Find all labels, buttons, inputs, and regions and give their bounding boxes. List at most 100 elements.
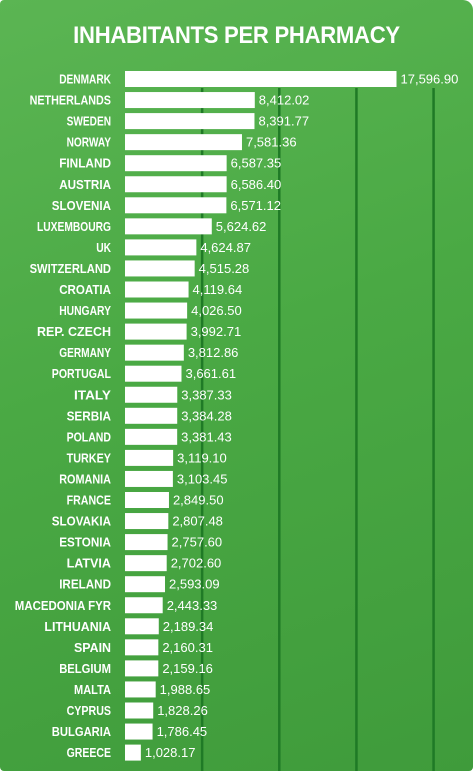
value-label: 17,596.90 bbox=[401, 72, 459, 87]
value-label: 2,189.34 bbox=[163, 619, 214, 634]
bar-ireland bbox=[125, 576, 166, 593]
value-label: 8,412.02 bbox=[259, 93, 310, 108]
category-label: ROMANIA bbox=[59, 471, 111, 486]
value-label: 6,571.12 bbox=[230, 198, 281, 213]
bar-denmark bbox=[125, 71, 397, 87]
chart-title: INHABITANTS PER PHARMACY bbox=[73, 22, 400, 49]
value-label: 6,586.40 bbox=[231, 177, 282, 192]
bar-malta bbox=[125, 681, 156, 698]
value-label: 8,391.77 bbox=[258, 114, 309, 129]
value-label: 3,384.28 bbox=[181, 408, 232, 423]
bar-spain bbox=[125, 639, 159, 656]
category-label: GREECE bbox=[67, 745, 112, 760]
category-label: SLOVAKIA bbox=[52, 514, 112, 529]
category-label: DENMARK bbox=[59, 72, 111, 87]
category-label: LUXEMBOURG bbox=[37, 219, 111, 234]
value-label: 2,702.60 bbox=[171, 556, 222, 571]
bar-bulgaria bbox=[125, 723, 153, 740]
value-labels: 17,596.90 8,412.02 8,391.77 7,581.36 6,587.3… bbox=[145, 72, 458, 761]
category-label: LATVIA bbox=[67, 556, 112, 571]
category-label: BELGIUM bbox=[59, 661, 111, 676]
value-label: 5,624.62 bbox=[216, 219, 267, 234]
value-label: 4,515.28 bbox=[199, 261, 250, 276]
bar-sweden bbox=[125, 113, 255, 130]
bar-slovakia bbox=[125, 513, 169, 530]
value-label: 4,624.87 bbox=[200, 240, 251, 255]
category-label: TURKEY bbox=[67, 450, 112, 465]
value-label: 3,387.33 bbox=[181, 387, 232, 402]
bar-croatia bbox=[125, 281, 189, 298]
category-label: AUSTRIA bbox=[59, 177, 111, 192]
value-label: 4,026.50 bbox=[191, 303, 242, 318]
bar-finland bbox=[125, 155, 227, 172]
category-label: REP. CZECH bbox=[37, 324, 111, 339]
bar-poland bbox=[125, 428, 178, 445]
value-label: 2,849.50 bbox=[173, 493, 224, 508]
category-label: SERBIA bbox=[67, 408, 112, 423]
value-label: 3,381.43 bbox=[181, 429, 232, 444]
value-label: 2,160.31 bbox=[162, 640, 213, 655]
category-label: GERMANY bbox=[59, 345, 111, 360]
value-label: 2,807.48 bbox=[172, 514, 223, 529]
value-label: 2,593.09 bbox=[169, 577, 220, 592]
bar-austria bbox=[125, 176, 227, 193]
bar-turkey bbox=[125, 449, 174, 466]
category-label: NETHERLANDS bbox=[30, 93, 112, 108]
bar-france bbox=[125, 492, 169, 508]
bar-portugal bbox=[125, 365, 182, 382]
category-label: CROATIA bbox=[59, 282, 111, 297]
value-label: 3,992.71 bbox=[191, 324, 242, 339]
category-label: MALTA bbox=[74, 682, 112, 697]
bar-slovenia bbox=[125, 197, 227, 214]
bar-uk bbox=[125, 239, 197, 256]
category-label: HUNGARY bbox=[59, 303, 111, 318]
category-label: SWITZERLAND bbox=[30, 261, 111, 276]
category-label: MACEDONIA FYR bbox=[15, 598, 112, 613]
value-label: 2,443.33 bbox=[167, 598, 218, 613]
bar-macedonia-fyr bbox=[125, 597, 163, 614]
value-label: 1,786.45 bbox=[157, 724, 208, 739]
bar-luxembourg bbox=[125, 218, 212, 235]
category-label: CYPRUS bbox=[67, 703, 112, 718]
category-label: FRANCE bbox=[67, 493, 112, 508]
category-label: LITHUANIA bbox=[44, 619, 111, 634]
category-label: PORTUGAL bbox=[52, 366, 111, 381]
bar-rep-czech bbox=[125, 323, 187, 340]
bar-cyprus bbox=[125, 702, 154, 719]
bar-lithuania bbox=[125, 618, 159, 635]
value-label: 1,828.26 bbox=[157, 703, 208, 718]
category-label: SWEDEN bbox=[67, 114, 111, 129]
category-label: BULGARIA bbox=[52, 724, 112, 739]
value-label: 2,159.16 bbox=[162, 661, 213, 676]
bar-estonia bbox=[125, 534, 168, 551]
bar-latvia bbox=[125, 555, 167, 572]
value-label: 3,812.86 bbox=[188, 345, 239, 360]
bar-germany bbox=[125, 344, 184, 361]
value-label: 1,988.65 bbox=[160, 682, 211, 697]
value-label: 3,103.45 bbox=[177, 471, 228, 486]
bar-hungary bbox=[125, 302, 188, 319]
category-label: POLAND bbox=[67, 429, 111, 444]
bar-netherlands bbox=[125, 92, 255, 109]
category-label: SLOVENIA bbox=[52, 198, 112, 213]
value-label: 4,119.64 bbox=[193, 282, 243, 297]
value-label: 3,119.10 bbox=[177, 450, 227, 465]
category-label: IRELAND bbox=[59, 577, 111, 592]
category-label: ITALY bbox=[74, 387, 111, 402]
bar-italy bbox=[125, 386, 178, 403]
bar-greece bbox=[125, 744, 141, 761]
category-labels: DENMARK NETHERLANDS SWEDEN NORWAY FINLAND AUS… bbox=[15, 72, 112, 761]
value-label: 3,661.61 bbox=[185, 366, 236, 381]
bar-romania bbox=[125, 470, 173, 487]
bar-belgium bbox=[125, 660, 159, 677]
category-label: ESTONIA bbox=[59, 535, 111, 550]
category-label: FINLAND bbox=[59, 156, 111, 171]
value-label: 6,587.35 bbox=[231, 156, 282, 171]
bar-serbia bbox=[125, 407, 178, 424]
value-label: 7,581.36 bbox=[246, 135, 297, 150]
bars bbox=[125, 71, 397, 761]
category-label: NORWAY bbox=[67, 135, 112, 150]
category-label: UK bbox=[96, 240, 111, 255]
